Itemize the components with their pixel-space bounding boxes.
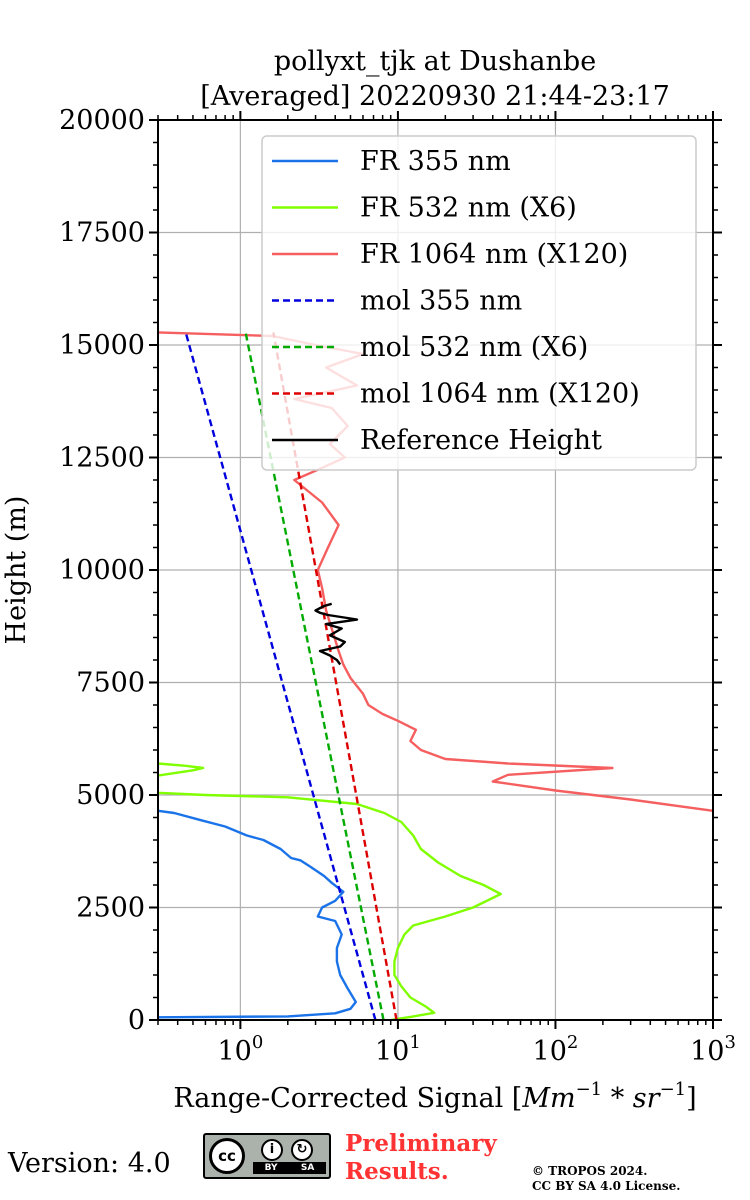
preliminary-line-2: Results.: [345, 1158, 449, 1185]
legend: FR 355 nm FR 532 nm (X6) FR 1064 nm (X120)…: [261, 135, 697, 471]
y-tick-label: 0: [128, 1005, 145, 1036]
chart-title-line-1: pollyxt_tjk at Dushanbe: [274, 46, 596, 77]
y-tick-label: 10000: [59, 555, 145, 586]
cc-by-label: BY: [264, 1163, 278, 1173]
chart-title-line-2: [Averaged] 20220930 21:44-23:17: [200, 81, 670, 112]
legend-label-6: Reference Height: [360, 425, 602, 456]
preliminary-line-1: Preliminary: [345, 1130, 497, 1157]
cc-sa-label: SA: [300, 1163, 315, 1173]
y-tick-label: 12500: [59, 443, 145, 474]
legend-label-0: FR 355 nm: [360, 146, 511, 177]
y-tick-label: 5000: [76, 780, 145, 811]
copyright-note: © TROPOS 2024. CC BY SA 4.0 License.: [532, 1164, 680, 1194]
copyright-line-1: © TROPOS 2024.: [532, 1164, 648, 1178]
cc-license-badge[interactable]: cc i ↻ BY SA: [203, 1133, 331, 1179]
y-tick-label: 20000: [59, 105, 145, 136]
y-tick-label: 7500: [76, 668, 145, 699]
copyright-line-2: CC BY SA 4.0 License.: [532, 1179, 681, 1193]
x-tick-label: 102: [533, 1032, 579, 1067]
legend-label-4: mol 532 nm (X6): [360, 332, 588, 363]
series-line-1: [157, 791, 502, 1022]
series-line-4: [184, 332, 377, 1021]
share-alike-icon: ↻: [291, 1139, 313, 1161]
x-tick-label: 100: [217, 1032, 263, 1067]
version-label: Version: 4.0: [8, 1148, 171, 1179]
preliminary-results-note: Preliminary Results.: [345, 1130, 497, 1186]
series-line-7: [314, 602, 359, 666]
lidar-profile-chart: pollyxt_tjk at Dushanbe [Averaged] 20220…: [1, 46, 736, 1114]
legend-label-2: FR 1064 nm (X120): [360, 239, 628, 270]
x-tick-label: 103: [690, 1032, 736, 1067]
y-tick-label: 15000: [59, 330, 145, 361]
legend-box: [261, 135, 697, 471]
legend-label-3: mol 355 nm: [360, 286, 522, 317]
legend-label-5: mol 1064 nm (X120): [360, 379, 640, 410]
cc-icon: cc: [209, 1138, 245, 1174]
legend-label-1: FR 532 nm (X6): [360, 193, 577, 224]
series-line-6: [272, 332, 398, 1021]
y-tick-label: 2500: [76, 893, 145, 924]
y-tick-label: 17500: [59, 218, 145, 249]
y-axis-label: Height (m): [1, 496, 32, 645]
x-axis-label: Range-Corrected Signal [Mm−1 * sr−1]: [173, 1079, 696, 1114]
series-line-2: [157, 762, 205, 777]
x-tick-label: 101: [375, 1032, 421, 1067]
axes: 0 2500 5000 7500 10000 12500 15000 17500 20000 10…: [59, 105, 736, 1067]
series-line-0: [157, 809, 357, 1019]
cc-strip: BY SA: [253, 1162, 326, 1174]
attribution-icon: i: [261, 1139, 283, 1161]
